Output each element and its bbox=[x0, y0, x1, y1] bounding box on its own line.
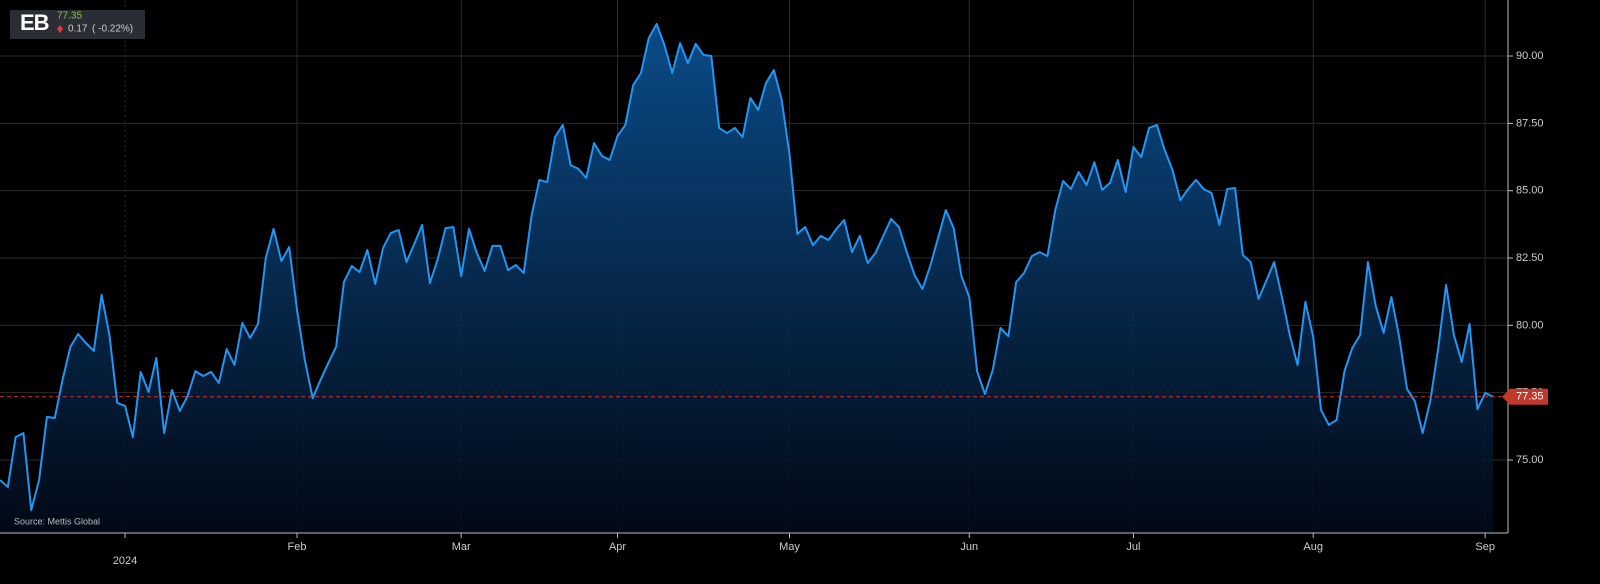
last-price: 77.35 bbox=[57, 11, 82, 22]
x-tick-label: May bbox=[779, 541, 800, 553]
y-tick-label: 85.00 bbox=[1516, 185, 1544, 197]
x-tick-label: Feb bbox=[288, 541, 307, 553]
plot bbox=[0, 22, 1508, 533]
y-tick-label: 75.00 bbox=[1516, 454, 1544, 466]
change-pct: ( -0.22%) bbox=[92, 24, 133, 35]
x-tick-label: Sep bbox=[1475, 541, 1495, 553]
y-tick-label: 80.00 bbox=[1516, 319, 1544, 331]
down-icon bbox=[57, 25, 63, 33]
y-tick-label: 82.50 bbox=[1516, 252, 1544, 264]
line bbox=[0, 22, 1494, 512]
x-tick-label: Jul bbox=[1126, 541, 1140, 553]
last-price-tag bbox=[1502, 388, 1548, 405]
change: 0.17 bbox=[68, 24, 88, 35]
x-tick-label: 2024 bbox=[113, 555, 137, 567]
x-tick-label: Aug bbox=[1303, 541, 1323, 553]
x-tick-label: Jun bbox=[960, 541, 978, 553]
axes: 75.0077.5080.0082.5085.0087.5090.002024F… bbox=[113, 50, 1548, 567]
x-tick-label: Apr bbox=[609, 541, 626, 553]
x-tick-label: Mar bbox=[452, 541, 471, 553]
y-tick-label: 90.00 bbox=[1516, 50, 1544, 62]
last-price-label: 77.35 bbox=[1516, 391, 1544, 403]
area bbox=[0, 23, 1493, 533]
ticker: EB bbox=[20, 10, 49, 35]
source: Source: Mettis Global bbox=[14, 516, 100, 526]
ticker-box bbox=[10, 10, 145, 39]
y-tick-label: 87.50 bbox=[1516, 117, 1544, 129]
